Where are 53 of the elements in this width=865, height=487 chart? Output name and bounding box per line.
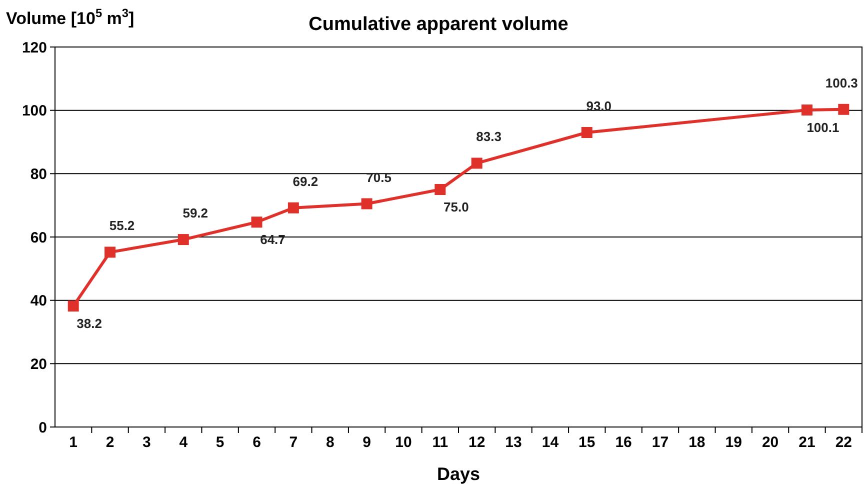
y-axis-title: Volume [10$^{5}$ m$^{3}$] (6, 6, 134, 28)
data-label: 93.0 (586, 98, 612, 114)
y-tick-label: 60 (30, 229, 47, 246)
y-tick-label: 0 (38, 419, 47, 436)
x-tick-label: 11 (432, 434, 448, 451)
chart-title: Cumulative apparent volume (308, 14, 568, 35)
data-label: 100.1 (806, 120, 840, 136)
x-tick-label: 6 (252, 434, 261, 451)
data-label: 55.2 (109, 218, 135, 234)
data-label: 38.2 (76, 316, 102, 332)
x-tick-label: 22 (835, 434, 852, 451)
x-tick-label: 3 (142, 434, 151, 451)
x-tick-label: 18 (688, 434, 706, 451)
x-tick-label: 4 (179, 434, 188, 451)
x-tick-label: 8 (326, 434, 334, 451)
x-tick-label: 17 (652, 434, 669, 451)
point (838, 104, 850, 115)
y-tick-label: 120 (22, 39, 47, 56)
x-tick-label: 16 (615, 434, 632, 451)
data-label: 100.3 (825, 75, 858, 90)
point (361, 198, 372, 210)
point (288, 202, 299, 214)
data-label: 70.5 (366, 170, 392, 185)
point (581, 127, 592, 138)
x-tick-label: 15 (578, 434, 596, 451)
x-tick-label: 21 (798, 434, 816, 451)
x-tick-label: 20 (762, 434, 779, 451)
data-label: 69.2 (292, 174, 318, 189)
x-tick-label: 14 (542, 434, 560, 451)
point (801, 104, 812, 116)
data-label: 75.0 (444, 200, 469, 214)
x-tick-label: 19 (725, 434, 742, 451)
x-tick-label: 2 (106, 434, 114, 451)
point (434, 184, 446, 195)
x-axis-title: Days (436, 464, 480, 484)
x-tick-label: 5 (216, 434, 224, 451)
x-tick-label: 7 (289, 434, 298, 451)
y-tick-label: 40 (30, 292, 47, 310)
data-label: 59.2 (182, 206, 208, 221)
y-tick-label: 80 (30, 166, 47, 183)
point (68, 300, 79, 312)
point (251, 216, 262, 228)
x-tick-label: 10 (395, 434, 412, 451)
x-tick-label: 9 (362, 434, 371, 451)
point (178, 234, 189, 246)
data-label: 83.3 (476, 129, 502, 144)
x-tick-label: 13 (505, 434, 522, 451)
point (104, 246, 116, 258)
y-tick-label: 20 (30, 356, 47, 373)
y-tick-label: 100 (22, 102, 47, 120)
x-tick-label: 12 (468, 434, 486, 451)
point (471, 158, 482, 169)
x-tick-label: 1 (69, 434, 78, 451)
